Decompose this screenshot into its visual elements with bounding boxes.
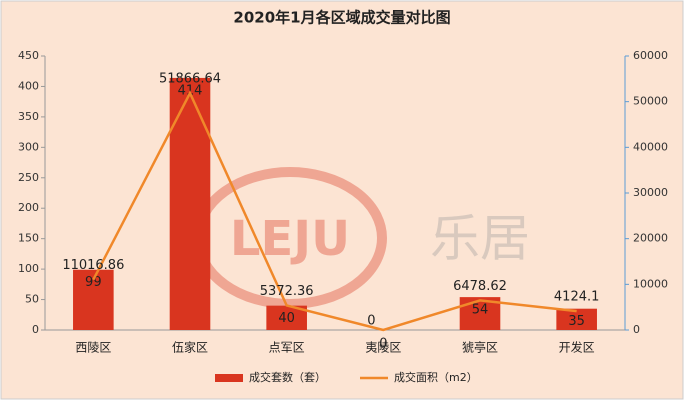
y2-tick-label: 10000	[633, 277, 668, 290]
y2-tick-label: 30000	[633, 186, 668, 199]
y2-tick-label: 20000	[633, 232, 668, 245]
x-tick-label: 猇亭区	[462, 340, 498, 355]
y-tick-label: 450	[18, 49, 39, 62]
y-tick-label: 150	[18, 232, 39, 245]
y-tick-label: 0	[32, 323, 39, 336]
legend-swatch	[215, 374, 243, 382]
y-tick-label: 50	[25, 293, 39, 306]
line-value-label: 4124.1	[554, 290, 600, 305]
y2-tick-label: 50000	[633, 95, 668, 108]
line-value-label: 51866.64	[159, 72, 221, 87]
line	[92, 90, 577, 332]
line-value-label: 0	[379, 337, 387, 352]
bar-value-label: 35	[568, 314, 585, 329]
line-value-label: 6478.62	[453, 279, 507, 294]
y2-tick-label: 60000	[633, 49, 668, 62]
line-value-label: 11016.86	[62, 258, 124, 273]
y2-tick-label: 0	[633, 323, 640, 336]
y-tick-label: 400	[18, 79, 39, 92]
y-tick-label: 100	[18, 262, 39, 275]
x-tick-label: 夷陵区	[365, 340, 401, 355]
y-tick-label: 200	[18, 201, 39, 214]
chart-title: 2020年1月各区域成交量对比图	[233, 9, 450, 27]
y-tick-label: 300	[18, 140, 39, 153]
legend-label: 成交套数（套）	[249, 370, 326, 384]
bar	[73, 269, 114, 330]
legend-label: 成交面积（m2）	[394, 370, 478, 384]
bar	[169, 77, 211, 330]
y2-tick-label: 40000	[633, 140, 668, 153]
watermark-logo: LEJU	[230, 211, 350, 267]
line-value-label: 5372.36	[260, 284, 314, 299]
bar-value-label: 0	[367, 314, 375, 329]
x-tick-label: 点军区	[269, 341, 305, 355]
bar-value-label: 54	[472, 303, 489, 318]
watermark: LEJU 乐居	[193, 167, 530, 309]
x-tick-label: 开发区	[559, 340, 595, 355]
watermark-text: 乐居	[430, 210, 530, 268]
bar	[556, 308, 597, 330]
x-tick-label: 西陵区	[75, 341, 111, 355]
y-tick-label: 350	[18, 110, 39, 123]
bar-value-label: 99	[85, 275, 102, 290]
bar-value-label: 40	[278, 311, 295, 326]
x-tick-label: 伍家区	[172, 340, 208, 355]
y-tick-label: 250	[18, 171, 39, 184]
